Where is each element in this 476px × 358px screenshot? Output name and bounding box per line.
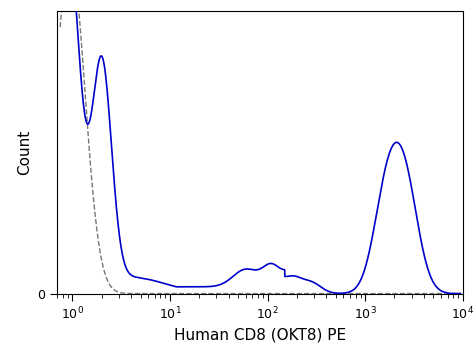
Y-axis label: Count: Count bbox=[17, 130, 32, 175]
X-axis label: Human CD8 (OKT8) PE: Human CD8 (OKT8) PE bbox=[174, 328, 345, 343]
